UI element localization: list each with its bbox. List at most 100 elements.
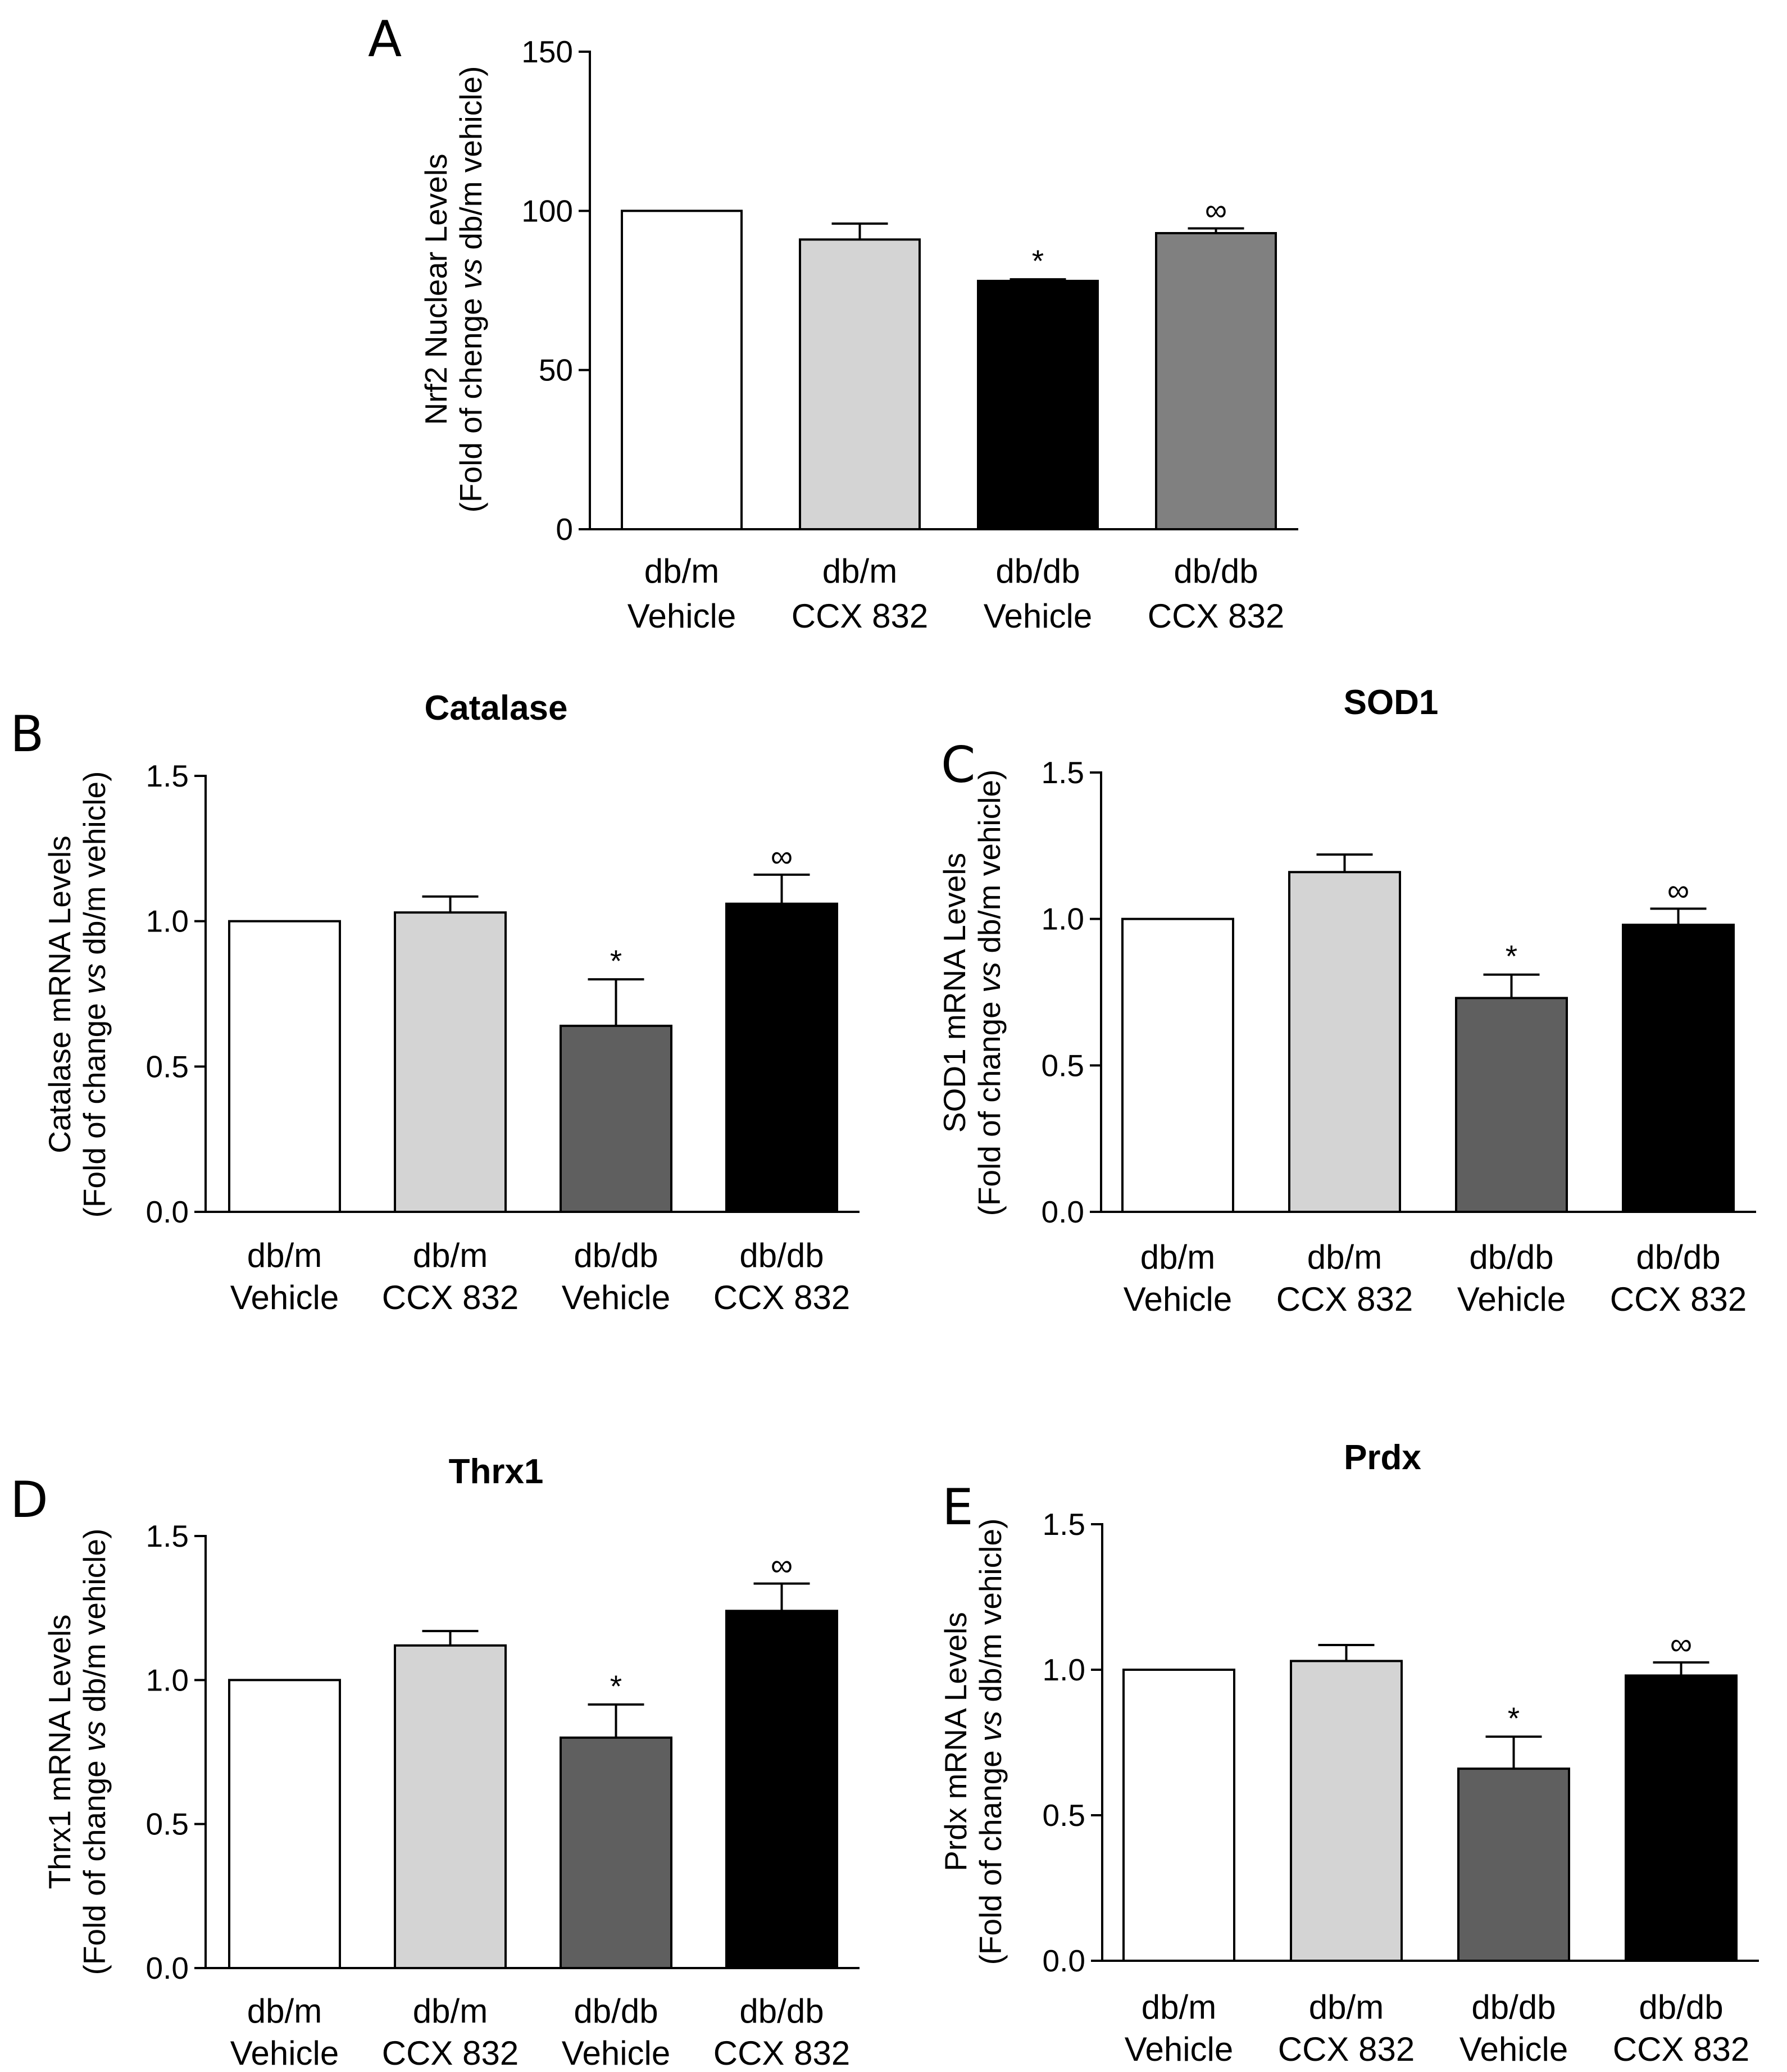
y-axis-label-part: db/m vehicle) [453,66,488,258]
y-tick-label: 0.0 [146,1194,189,1229]
bar [799,238,921,531]
x-category-label: Vehicle [1124,1280,1232,1318]
y-axis-label: Prdx mRNA Levels(Fold of change vs db/m … [938,1519,1008,1965]
x-category-label: db/m [1307,1238,1382,1276]
y-tick-label: 0.5 [1042,1048,1084,1083]
x-category-label: Vehicle [984,597,1092,635]
panel-letter: A [368,10,402,68]
y-axis-label-part: Catalase mRNA Levels [42,835,77,1153]
x-category-label: db/m [247,1992,322,2030]
y-tick-label: 1.0 [1043,1652,1085,1687]
x-category-label: db/db [574,1992,658,2030]
x-category-label: db/db [995,552,1080,590]
significance-marker: ∞ [771,1548,793,1583]
y-tick-label: 1.0 [146,904,189,939]
y-axis-label-part: (Fold of change [77,1752,112,1975]
y-tick-label: 0.5 [146,1807,189,1842]
x-category-label: db/db [1471,1988,1556,2026]
y-axis-label: Thrx1 mRNA Levels(Fold of change vs db/m… [42,1529,112,1975]
panel-b: B Catalase 0.0 0.5 1.0 1.5 Catalase mRNA Level… [10,689,860,1316]
y-axis-label-part: db/m vehicle) [973,1519,1008,1711]
y-tick-label: 0.5 [1043,1798,1085,1833]
y-tick-label: 0.0 [1042,1194,1084,1229]
x-category-label: Vehicle [628,597,736,635]
x-category-label: CCX 832 [1610,1280,1747,1318]
significance-marker: ∞ [771,839,793,874]
significance-marker: ∞ [1670,1626,1692,1661]
y-axis-label-part: vs [453,258,488,289]
x-category-label: CCX 832 [1613,2030,1749,2068]
x-category-label: db/db [1174,552,1258,590]
y-tick-label: 0.5 [146,1049,189,1084]
x-category-label: Vehicle [1457,1280,1566,1318]
x-category-label: db/m [247,1237,322,1274]
y-axis-label: SOD1 mRNA Levels(Fold of change vs db/m … [937,770,1007,1216]
panel-letter: E [942,1478,974,1536]
x-category-label: CCX 832 [1148,597,1284,635]
bar [228,1679,341,1969]
x-category-label: Vehicle [1125,2030,1233,2068]
x-category-label: CCX 832 [382,1279,519,1316]
x-category-label: Vehicle [230,1279,339,1316]
x-category-label: CCX 832 [382,2034,519,2072]
x-category-label: db/db [739,1237,824,1274]
x-category-label: db/db [739,1992,824,2030]
bar [1455,997,1568,1213]
y-tick-label: 100 [521,193,573,228]
significance-marker: * [1506,939,1517,974]
y-tick-label: 0.0 [1043,1943,1085,1978]
y-tick-label: 1.0 [1042,902,1084,937]
y-axis-label-part: db/m vehicle) [972,770,1007,962]
bar [725,902,838,1214]
x-category-label: CCX 832 [713,1279,850,1316]
chart-title: Catalase [424,689,567,728]
y-axis-label-part: vs [77,1721,112,1752]
y-tick-label: 0 [556,512,573,547]
y-tick-label: 150 [521,34,573,69]
significance-marker: ∞ [1667,873,1689,907]
panel-e: E Prdx 0.0 0.5 1.0 1.5 Prdx mRNA Levels(Fold o… [938,1438,1759,2068]
panel-d: D Thrx1 0.0 0.5 1.0 1.5 Thrx1 mRNA Levels(Fold… [10,1452,860,2072]
x-category-label: CCX 832 [792,597,928,635]
y-axis-label-part: Nrf2 Nuclear Levels [419,154,453,425]
x-category-label: Vehicle [562,1279,670,1316]
bar [977,280,1099,530]
bar [560,1736,672,1970]
x-category-label: db/m [1309,1988,1384,2026]
x-category-label: Vehicle [230,2034,339,2072]
panel-letter: B [10,705,44,763]
y-tick-label: 1.5 [146,1519,189,1553]
x-category-label: CCX 832 [1278,2030,1415,2068]
y-axis-label-part: SOD1 mRNA Levels [937,853,972,1133]
x-category-label: Vehicle [562,2034,670,2072]
significance-marker: ∞ [1205,193,1227,228]
x-category-label: db/m [413,1992,488,2030]
y-axis-label-part: Prdx mRNA Levels [938,1612,973,1871]
y-axis-label-part: (Fold of change [77,994,112,1217]
y-axis-label-part: vs [973,1711,1008,1742]
significance-marker: * [610,1669,622,1703]
y-axis-label-part: db/m vehicle) [77,771,112,964]
bar [560,1024,672,1213]
panel-letter: C [941,736,975,794]
bar [1155,232,1277,530]
bar [228,920,341,1213]
y-axis-label-part: db/m vehicle) [77,1529,112,1721]
bar [1288,871,1401,1213]
x-category-label: db/m [822,552,897,590]
y-axis-label-part: (Fold of change [973,1742,1008,1965]
significance-marker: * [1508,1701,1520,1735]
x-category-label: db/m [413,1237,488,1274]
y-tick-label: 1.5 [1042,755,1084,790]
x-category-label: CCX 832 [1276,1280,1413,1318]
y-axis-label-part: (Fold of chenge [453,289,488,512]
panel-c: C SOD1 0.0 0.5 1.0 1.5 SOD1 mRNA Levels(Fold o… [937,683,1756,1318]
significance-marker: * [1032,243,1044,278]
x-category-label: db/db [1639,1988,1723,2026]
bar [725,1610,838,1969]
bar [1622,924,1735,1214]
y-axis-label: Catalase mRNA Levels(Fold of change vs d… [42,771,112,1218]
panel-letter: D [10,1471,48,1529]
bar [1625,1674,1738,1962]
x-category-label: db/db [1469,1238,1553,1276]
